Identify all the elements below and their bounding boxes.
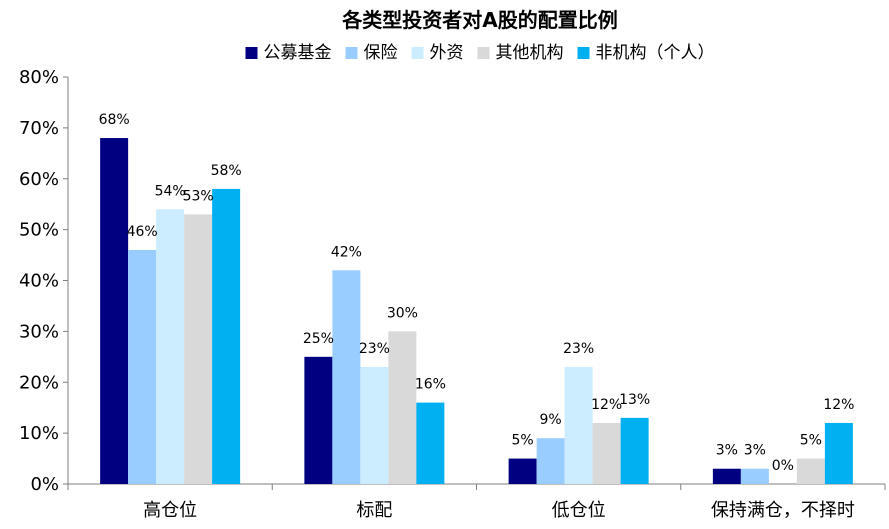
bar-value-label: 68%: [99, 112, 130, 128]
y-tick-label: 10%: [19, 423, 59, 444]
legend-label: 保险: [364, 43, 398, 63]
y-tick-label: 40%: [19, 271, 59, 292]
y-tick-label: 80%: [19, 67, 59, 88]
bar-value-label: 3%: [716, 443, 738, 459]
bar: [156, 209, 185, 484]
bar-value-label: 12%: [591, 397, 622, 413]
legend-swatch: [345, 47, 358, 59]
x-category-label: 低仓位: [552, 500, 606, 521]
bar-value-label: 25%: [303, 331, 334, 347]
x-category-label: 保持满仓，不择时: [711, 500, 855, 521]
bar-value-label: 5%: [800, 433, 822, 449]
legend-label: 外资: [430, 43, 464, 63]
bar: [360, 366, 389, 484]
y-tick-label: 30%: [19, 321, 59, 342]
y-tick-label: 0%: [30, 474, 59, 495]
legend-swatch: [477, 47, 490, 59]
bars: [100, 138, 853, 485]
bar: [304, 356, 333, 484]
bar: [796, 458, 825, 484]
legend-swatch: [577, 47, 590, 59]
bar-value-label: 58%: [211, 163, 242, 179]
bar-value-label: 42%: [331, 244, 362, 260]
bar-value-label: 53%: [183, 188, 214, 204]
bar: [332, 270, 361, 484]
bar-value-label: 13%: [619, 392, 650, 408]
y-tick-label: 60%: [19, 169, 59, 190]
bar-value-label: 3%: [744, 443, 766, 459]
bar: [536, 438, 565, 484]
bar-value-label: 5%: [512, 433, 534, 449]
bar: [184, 214, 213, 485]
bar-value-label: 23%: [359, 341, 390, 357]
legend-swatch: [245, 47, 258, 59]
bar-value-label: 12%: [823, 397, 854, 413]
bar: [416, 402, 445, 484]
bar: [740, 468, 769, 484]
chart-title: 各类型投资者对A股的配置比例: [341, 8, 617, 32]
legend-label: 非机构（个人）: [596, 43, 715, 63]
bar: [592, 422, 621, 484]
axes: 0% 10% 20% 30% 40% 50% 60% 70% 80% 高仓位 标配 低仓位 保持满仓，不…: [19, 67, 886, 521]
legend-label: 公募基金: [264, 43, 332, 63]
bar-value-label: 54%: [155, 183, 186, 199]
bar: [620, 417, 649, 484]
y-tick-label: 70%: [19, 118, 59, 139]
bar: [212, 188, 241, 485]
data-labels: 68% 46% 54%53% 58% 25% 42% 23% 30% 16% 5% 9% 23% 12%…: [99, 112, 855, 474]
legend-swatch: [411, 47, 424, 59]
bar-value-label: 46%: [127, 224, 158, 240]
bar: [824, 422, 853, 484]
y-tick-label: 50%: [19, 220, 59, 241]
bar: [128, 249, 157, 484]
bar-value-label: 0%: [772, 458, 794, 474]
y-tick-label: 20%: [19, 372, 59, 393]
legend: 公募基金 保险 外资 其他机构 非机构（个人）: [245, 43, 715, 63]
bar: [564, 366, 593, 484]
x-category-label: 标配: [356, 500, 392, 521]
legend-label: 其他机构: [496, 43, 564, 63]
bar-value-label: 16%: [415, 377, 446, 393]
bar: [508, 458, 537, 484]
bar: [712, 468, 741, 484]
bar-value-label: 30%: [387, 305, 418, 321]
x-category-label: 高仓位: [143, 500, 197, 521]
bar-value-label: 9%: [540, 412, 562, 428]
bar: [100, 138, 129, 485]
bar: [388, 331, 417, 484]
bar-value-label: 23%: [563, 341, 594, 357]
